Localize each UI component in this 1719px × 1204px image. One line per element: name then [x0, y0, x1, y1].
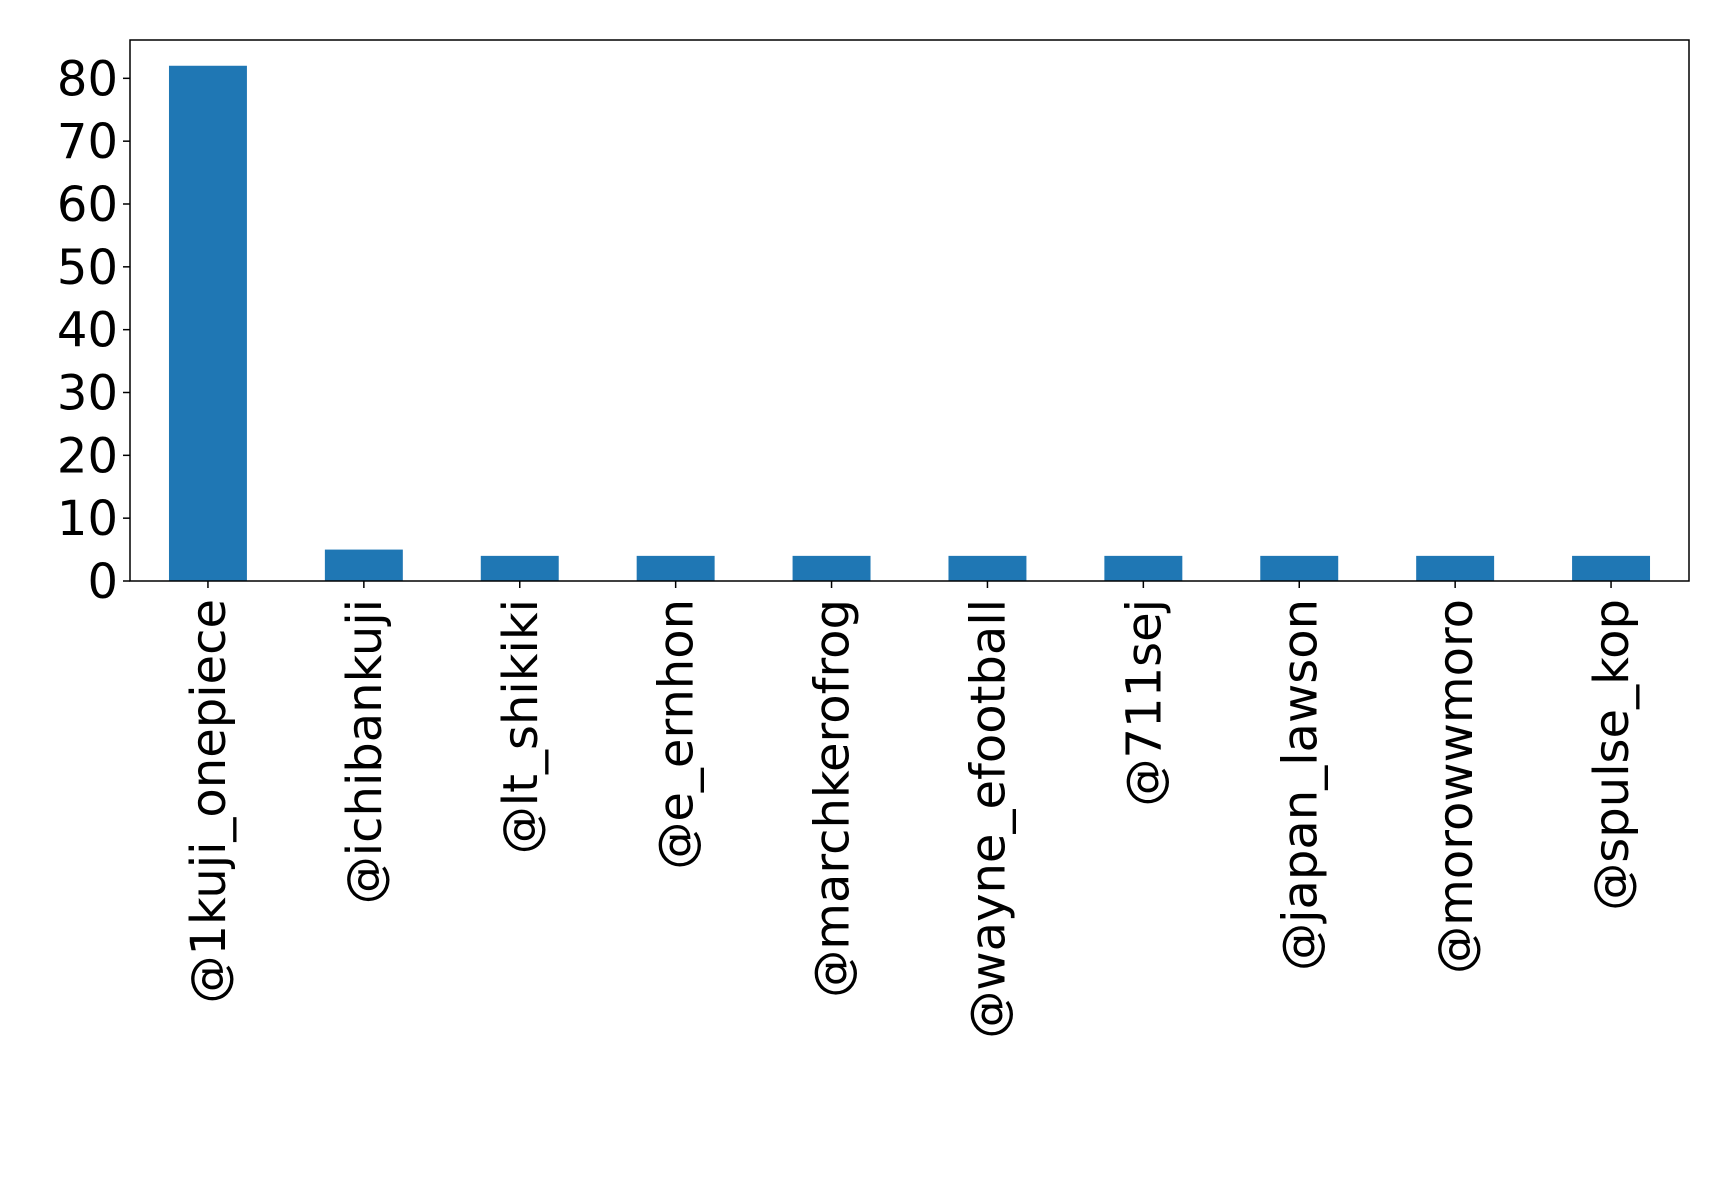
y-tick-label: 40	[57, 303, 118, 359]
x-tick-label: @e_ernhon	[649, 599, 705, 870]
bar	[480, 555, 559, 581]
bar	[1260, 555, 1339, 581]
plot-frame	[129, 39, 1690, 582]
y-tick-label: 50	[57, 240, 118, 296]
bar	[1416, 555, 1495, 581]
y-tick-label: 30	[57, 365, 118, 421]
x-tick-label: @lt_shikiki	[493, 599, 549, 854]
bar	[1572, 555, 1651, 581]
bar	[1104, 555, 1183, 581]
bar	[792, 555, 871, 581]
y-tick-label: 60	[57, 177, 118, 233]
x-tick-label: @spulse_kop	[1584, 599, 1640, 911]
x-tick-label: @wayne_efootball	[960, 599, 1016, 1039]
x-tick-label: @morowwmoro	[1428, 599, 1484, 974]
x-tick-label: @711sej	[1116, 599, 1172, 807]
y-tick-label: 10	[57, 491, 118, 547]
y-tick-label: 20	[57, 428, 118, 484]
x-tick-label: @japan_lawson	[1272, 599, 1328, 971]
bar	[168, 65, 247, 581]
y-tick-label: 80	[57, 51, 118, 107]
x-tick-label: @ichibankuji	[337, 599, 393, 904]
bar	[324, 549, 403, 581]
bar	[636, 555, 715, 581]
bar	[948, 555, 1027, 581]
y-tick-label: 0	[87, 554, 118, 610]
x-tick-label: @marchkerofrog	[805, 599, 861, 998]
x-tick-label: @1kuji_onepiece	[181, 599, 237, 1004]
y-tick-label: 70	[57, 114, 118, 170]
